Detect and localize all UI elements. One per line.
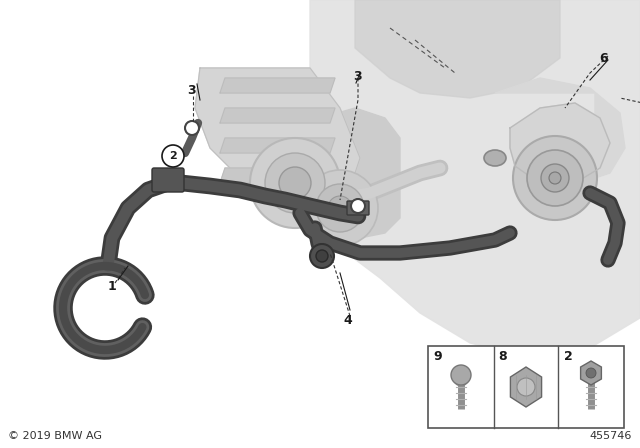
Ellipse shape: [484, 150, 506, 166]
Circle shape: [451, 365, 471, 385]
Circle shape: [250, 138, 340, 228]
Text: 8: 8: [499, 349, 508, 362]
Text: 4: 4: [344, 314, 353, 327]
FancyBboxPatch shape: [347, 201, 369, 215]
Polygon shape: [220, 138, 335, 153]
Text: 6: 6: [600, 52, 608, 65]
Polygon shape: [220, 78, 335, 93]
Polygon shape: [580, 361, 602, 385]
Polygon shape: [300, 0, 640, 358]
Text: 3: 3: [188, 83, 196, 96]
FancyBboxPatch shape: [152, 168, 184, 192]
Circle shape: [185, 121, 199, 135]
Polygon shape: [220, 108, 335, 123]
Text: © 2019 BMW AG: © 2019 BMW AG: [8, 431, 102, 441]
Circle shape: [549, 172, 561, 184]
Polygon shape: [355, 0, 560, 98]
Circle shape: [328, 196, 352, 220]
Text: 2: 2: [564, 349, 572, 362]
Circle shape: [351, 199, 365, 213]
Text: 3: 3: [354, 69, 362, 82]
Text: 455746: 455746: [589, 431, 632, 441]
Circle shape: [316, 184, 364, 232]
Polygon shape: [220, 168, 335, 183]
Circle shape: [454, 372, 468, 386]
Text: 9: 9: [434, 349, 442, 362]
FancyBboxPatch shape: [428, 346, 624, 428]
Polygon shape: [511, 367, 541, 407]
Polygon shape: [305, 108, 400, 238]
Circle shape: [310, 244, 334, 268]
Polygon shape: [195, 68, 360, 198]
Circle shape: [586, 368, 596, 378]
Text: 1: 1: [108, 280, 116, 293]
Circle shape: [541, 164, 569, 192]
Polygon shape: [510, 103, 610, 183]
Circle shape: [513, 136, 597, 220]
Circle shape: [162, 145, 184, 167]
Polygon shape: [495, 78, 625, 178]
Circle shape: [265, 153, 325, 213]
Circle shape: [517, 378, 535, 396]
Text: 2: 2: [169, 151, 177, 161]
Circle shape: [279, 167, 311, 199]
Circle shape: [302, 170, 378, 246]
Circle shape: [527, 150, 583, 206]
Circle shape: [316, 250, 328, 262]
